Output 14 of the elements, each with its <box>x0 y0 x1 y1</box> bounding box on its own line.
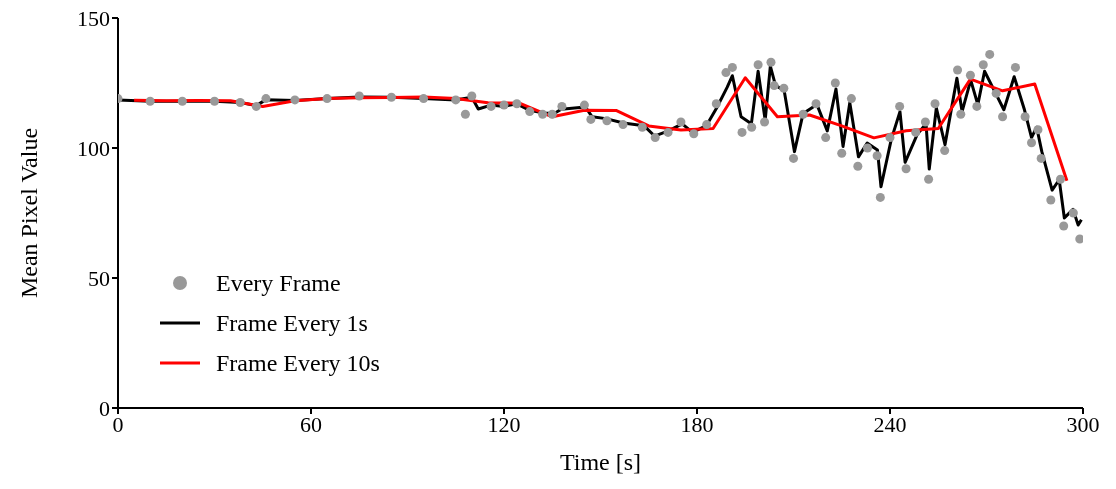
y-axis-title: Mean Pixel Value <box>15 127 42 299</box>
y-tick-label: 100 <box>77 135 110 161</box>
legend-label: Frame Every 10s <box>216 349 380 378</box>
x-tick-label: 300 <box>1066 411 1100 437</box>
x-tick-label: 240 <box>873 411 907 437</box>
x-tick-label: 60 <box>300 411 322 437</box>
x-tick-label: 120 <box>487 411 521 437</box>
y-tick-label: 0 <box>99 395 110 421</box>
y-tick-label: 150 <box>77 5 110 31</box>
x-axis-title: Time [s] <box>559 449 642 475</box>
legend-label: Every Frame <box>216 269 341 298</box>
y-tick-label: 50 <box>88 265 110 291</box>
x-tick-label: 180 <box>680 411 714 437</box>
legend-label: Frame Every 1s <box>216 309 368 338</box>
